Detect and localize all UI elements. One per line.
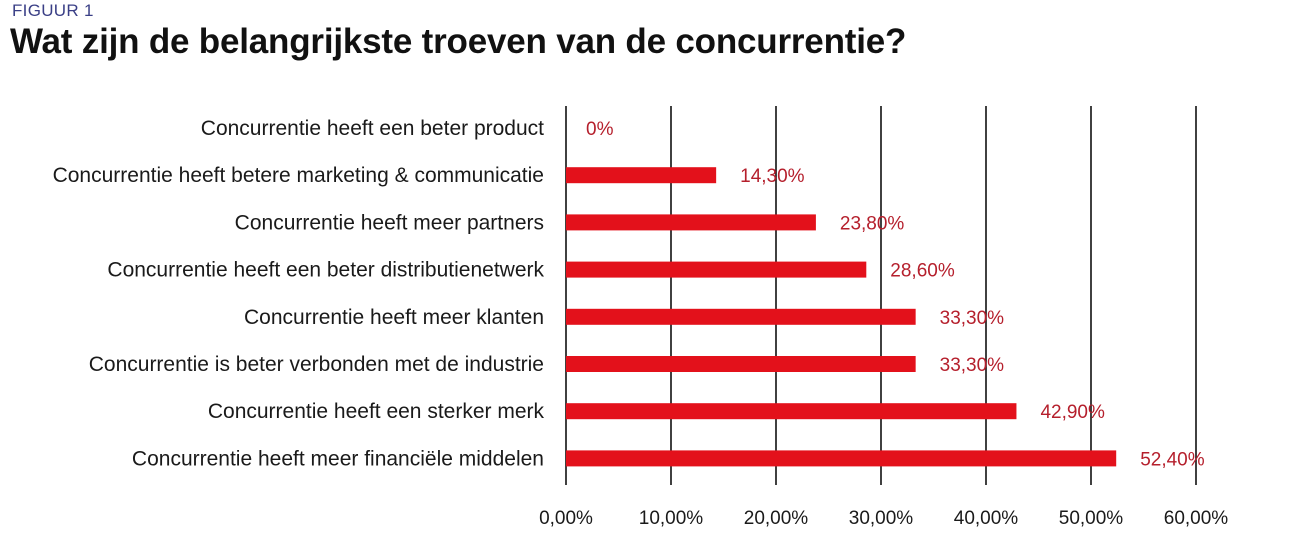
category-label: Concurrentie heeft meer financiële midde… [132, 447, 544, 470]
category-label: Concurrentie heeft een beter product [201, 117, 544, 140]
x-tick-label: 20,00% [744, 508, 809, 529]
x-axis-tick-labels: 0,00% 10,00% 20,00% 30,00% 40,00% 50,00% 60,00… [539, 508, 1228, 529]
x-tick-label: 50,00% [1059, 508, 1124, 529]
chart-title: Wat zijn de belangrijkste troeven van de… [10, 22, 907, 61]
gridlines [565, 106, 1197, 485]
bar [566, 261, 867, 278]
value-label: 28,60% [890, 261, 955, 282]
figure-label: FIGUUR 1 [12, 1, 94, 20]
value-label: 23,80% [840, 213, 905, 234]
value-label: 52,40% [1140, 449, 1205, 470]
value-label: 33,30% [940, 355, 1005, 376]
category-label: Concurrentie heeft meer partners [235, 211, 544, 234]
bar [566, 214, 816, 231]
bar [566, 450, 1117, 467]
value-label: 0% [586, 119, 614, 140]
bar [566, 356, 916, 372]
category-label: Concurrentie is beter verbonden met de i… [89, 353, 544, 376]
x-tick-label: 60,00% [1164, 508, 1229, 529]
category-labels: Concurrentie heeft een beter product Conc… [53, 117, 545, 470]
category-label: Concurrentie heeft een beter distributie… [107, 259, 544, 282]
x-tick-label: 40,00% [954, 508, 1019, 529]
x-tick-label: 0,00% [539, 508, 593, 529]
bar [566, 167, 717, 184]
x-tick-label: 30,00% [849, 508, 914, 529]
bar [566, 403, 1017, 420]
category-label: Concurrentie heeft betere marketing & co… [53, 164, 544, 187]
bars [566, 167, 1117, 467]
value-label: 14,30% [740, 166, 805, 187]
bar [566, 308, 916, 325]
value-labels: 0% 14,30% 23,80% 28,60% 33,30% 33,30% 42,90% 52… [586, 119, 1205, 470]
category-label: Concurrentie heeft een sterker merk [208, 400, 545, 423]
category-label: Concurrentie heeft meer klanten [244, 306, 544, 329]
value-label: 33,30% [940, 308, 1005, 329]
x-tick-label: 10,00% [639, 508, 704, 529]
value-label: 42,90% [1040, 402, 1105, 423]
